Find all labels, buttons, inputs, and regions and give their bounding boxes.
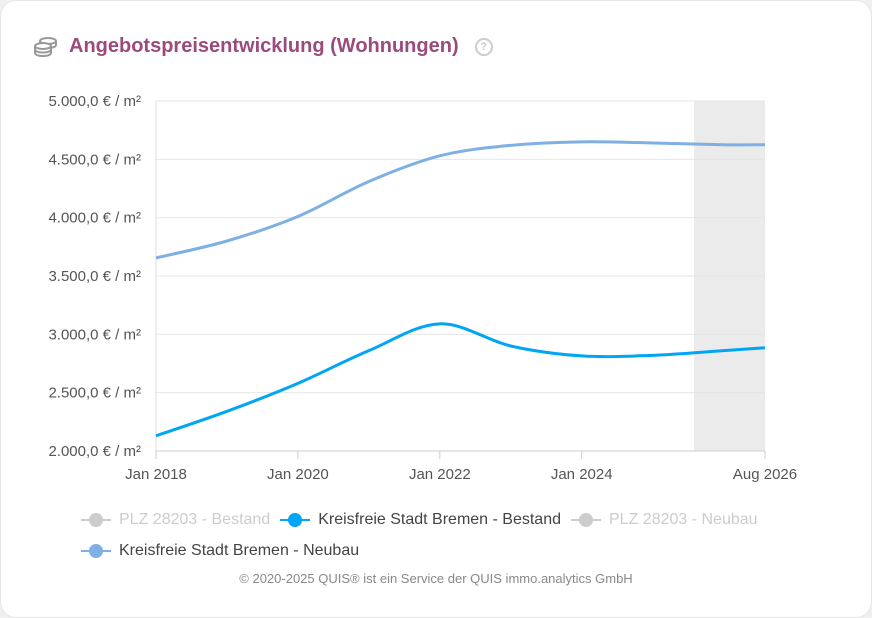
series-line-kreisfreie-stadt-bremen-bestand <box>155 322 766 438</box>
y-tick-label: 3.000,0 € / m² <box>48 326 141 343</box>
y-tick-label: 3.500,0 € / m² <box>48 268 141 285</box>
legend-item[interactable]: PLZ 28203 - Neubau <box>571 506 758 534</box>
legend-marker-icon <box>81 513 111 527</box>
legend-label: PLZ 28203 - Neubau <box>609 511 758 528</box>
coins-icon <box>34 36 57 57</box>
y-tick-label: 2.000,0 € / m² <box>48 443 141 460</box>
line-chart: 2.000,0 € / m² 2.500,0 € / m² 3.000,0 € / … <box>48 93 797 483</box>
x-tick-label: Jan 2018 <box>125 466 187 483</box>
y-tick-label: 4.500,0 € / m² <box>48 151 141 168</box>
x-tick-label: Jan 2020 <box>267 466 329 483</box>
help-circle-icon[interactable]: ? <box>474 37 493 56</box>
legend-item[interactable]: Kreisfreie Stadt Bremen - Neubau <box>81 537 359 565</box>
y-tick-label: 5.000,0 € / m² <box>48 93 141 110</box>
chart-header: Angebotspreisentwicklung (Wohnungen) ? <box>33 35 493 58</box>
legend-item[interactable]: PLZ 28203 - Bestand <box>81 506 270 534</box>
x-tick-label: Aug 2026 <box>733 466 797 483</box>
legend-label: Kreisfreie Stadt Bremen - Bestand <box>318 511 561 528</box>
legend-label: Kreisfreie Stadt Bremen - Neubau <box>119 542 360 559</box>
legend-marker-icon <box>571 513 601 527</box>
legend-marker-icon <box>280 513 311 527</box>
x-tick-label: Jan 2024 <box>551 466 613 483</box>
legend: PLZ 28203 - Bestand Kreisfreie Stadt Brem… <box>81 506 821 568</box>
legend-item[interactable]: Kreisfreie Stadt Bremen - Bestand <box>280 506 561 534</box>
y-tick-label: 2.500,0 € / m² <box>48 385 141 402</box>
legend-label: PLZ 28203 - Bestand <box>119 511 271 528</box>
legend-marker-icon <box>81 544 111 558</box>
copyright-footer: © 2020-2025 QUIS® ist ein Service der QU… <box>239 571 633 586</box>
x-tick-label: Jan 2022 <box>409 466 471 483</box>
chart-title: Angebotspreisentwicklung (Wohnungen) <box>69 35 459 57</box>
series-line-kreisfreie-stadt-bremen-neubau <box>155 140 766 260</box>
y-tick-label: 4.000,0 € / m² <box>48 210 141 227</box>
